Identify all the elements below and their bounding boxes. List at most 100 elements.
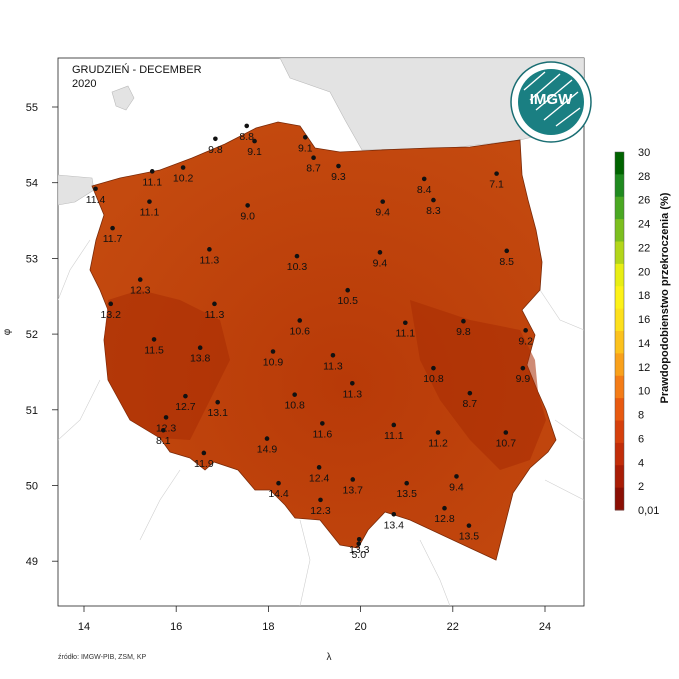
legend-swatch [615, 442, 624, 466]
x-tick-label: 18 [262, 621, 274, 633]
station-value-label: 8.8 [239, 131, 254, 143]
station-value-label: 10.3 [287, 261, 308, 273]
poland-region-east [410, 300, 546, 470]
station-dot [504, 248, 510, 254]
legend-title: Prawdopodobienstwo przekroczenia (%) [659, 192, 671, 403]
station-dot [264, 436, 270, 441]
station-value-label: 9.1 [298, 142, 313, 154]
station-value-label: 13.5 [396, 488, 417, 500]
station-value-label: 9.8 [208, 144, 223, 156]
station-dot [403, 320, 408, 326]
legend-label: 26 [638, 195, 650, 207]
legend-frame [614, 151, 625, 511]
station-dot [297, 318, 303, 323]
station-dot [276, 480, 281, 486]
station-dot [149, 169, 155, 174]
station-dot [245, 203, 250, 208]
legend-swatch [615, 375, 624, 399]
legend-label: 6 [638, 433, 644, 445]
poland-region-southwest [104, 290, 230, 440]
x-axis-label: λ [327, 652, 332, 663]
y-tick-label: 51 [26, 405, 38, 417]
legend-label: 28 [638, 171, 650, 183]
station-value-label: 9.4 [373, 257, 388, 269]
legend-swatch [615, 174, 624, 198]
station-dot [345, 287, 350, 293]
legend-label: 24 [638, 219, 650, 231]
station-value-label: 9.1 [247, 146, 262, 158]
x-tick-label: 20 [354, 621, 366, 633]
neighbor-land-nw [58, 174, 95, 206]
station-dot [110, 225, 115, 231]
legend-label: 2 [638, 481, 644, 493]
station-dot [201, 450, 207, 456]
station-value-label: 9.0 [240, 210, 255, 222]
station-dot [391, 422, 397, 428]
station-value-label: 9.3 [331, 171, 346, 183]
y-tick-label: 52 [26, 329, 38, 341]
y-tick-label: 50 [26, 481, 38, 493]
station-dot [151, 337, 157, 342]
station-labels: 11.4 11.1 10.2 9.8 8.8 9.1 9.1 8.7 9.3 8.4 7.1 11.1… [86, 123, 533, 561]
station-value-label: 13.2 [101, 309, 122, 321]
x-tick-label: 14 [78, 621, 90, 633]
station-value-label: 10.9 [263, 357, 284, 369]
station-dot [377, 250, 383, 255]
station-value-label: 11.9 [194, 458, 214, 470]
station-value-label: 10.8 [423, 373, 444, 385]
station-value-label: 11.3 [205, 309, 225, 321]
station-dot [431, 365, 436, 371]
x-axis-ticks: 14 16 18 20 22 24 [78, 606, 551, 633]
station-value-label: 5.0 [351, 549, 366, 561]
station-dot [494, 171, 499, 176]
y-tick-label: 54 [26, 178, 38, 190]
station-value-label: 12.3 [310, 505, 331, 517]
station-value-label: 9.4 [375, 207, 390, 219]
station-value-label: 13.1 [207, 407, 228, 419]
station-dot [350, 477, 356, 482]
y-tick-label: 49 [26, 556, 38, 568]
station-dot [391, 511, 397, 517]
station-value-label: 7.1 [489, 179, 504, 191]
station-value-label: 11.3 [323, 360, 343, 372]
station-dot [318, 497, 323, 503]
legend-swatch [615, 219, 624, 242]
station-dot [431, 197, 436, 203]
logo-disc [518, 69, 584, 135]
station-value-label: 11.2 [428, 438, 448, 450]
station-dot [207, 247, 212, 252]
station-dot [160, 427, 166, 433]
station-value-label: 8.5 [499, 256, 514, 268]
station-dot [435, 430, 441, 435]
station-value-label: 13.3 [349, 544, 370, 556]
y-tick-label: 53 [26, 253, 38, 265]
y-axis-label: φ [2, 328, 13, 335]
station-value-label: 13.5 [459, 531, 480, 543]
map-year: 2020 [72, 78, 96, 90]
legend-swatch [615, 398, 624, 421]
station-dot [137, 277, 143, 282]
legend-swatch [615, 420, 624, 444]
legend-label: 12 [638, 362, 650, 374]
station-value-label: 9.9 [516, 373, 531, 385]
station-dot [302, 134, 308, 140]
station-dot [466, 523, 472, 528]
station-value-label: 11.3 [342, 388, 362, 400]
station-value-label: 11.6 [313, 428, 333, 440]
neighbor-border-south [139, 469, 451, 606]
legend-label: 16 [638, 314, 650, 326]
station-value-label: 12.3 [156, 422, 177, 434]
station-dot [336, 163, 341, 169]
legend-swatch [615, 487, 624, 511]
station-value-label: 13.4 [384, 519, 405, 531]
legend-swatch [615, 286, 624, 310]
legend-label: 18 [638, 290, 650, 302]
station-value-label: 11.1 [140, 207, 160, 219]
station-dot [252, 138, 257, 144]
logo-text: IMGW [530, 91, 573, 108]
station-value-label: 11.7 [103, 233, 123, 245]
legend-swatch [615, 196, 624, 220]
legend-label: 30 [638, 147, 650, 159]
station-value-label: 8.7 [306, 163, 321, 175]
